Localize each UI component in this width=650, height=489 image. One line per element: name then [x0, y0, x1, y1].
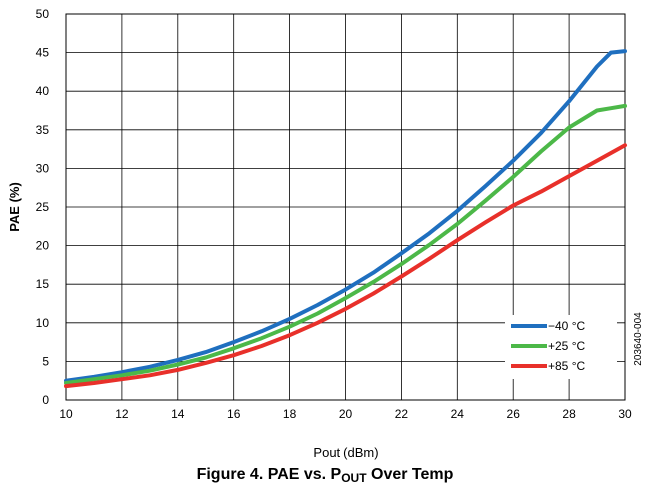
- x-tick-label: 26: [507, 407, 521, 421]
- x-axis-title-main: Pout: [313, 445, 340, 460]
- y-tick-label: 35: [36, 123, 50, 137]
- caption-prefix: Figure 4. PAE vs. P: [196, 466, 342, 483]
- y-axis-title: PAE (%): [7, 182, 22, 232]
- series-line-1: [64, 49, 627, 383]
- y-tick-label: 20: [36, 239, 50, 253]
- legend-label-3: +85 °C: [548, 359, 585, 373]
- pae-chart: 10 12 14 16 18 20 22 24 26 28 30 0 5 10 15 20 25 30 35 40 4…: [7, 7, 644, 460]
- x-tick-label: 20: [339, 407, 353, 421]
- y-tick-label: 40: [36, 84, 50, 98]
- x-axis-ticks: 10 12 14 16 18 20 22 24 26 28 30: [59, 407, 632, 421]
- figure-id-label: 203640-004: [633, 312, 644, 366]
- y-tick-label: 0: [42, 393, 49, 407]
- x-tick-label: 22: [395, 407, 409, 421]
- caption-suffix: Over Temp: [366, 466, 454, 483]
- series-line-3: [64, 143, 627, 389]
- legend-label-2: +25 °C: [548, 339, 585, 353]
- y-tick-label: 45: [36, 46, 50, 60]
- series-line-2: [64, 103, 627, 385]
- y-tick-label: 30: [36, 161, 50, 175]
- legend-label-1: −40 °C: [548, 319, 585, 333]
- x-tick-label: 14: [171, 407, 185, 421]
- caption-subscript: OUT: [341, 471, 367, 485]
- plot-area-frame: [65, 13, 626, 401]
- y-tick-label: 10: [36, 316, 50, 330]
- y-tick-label: 15: [36, 277, 50, 291]
- x-tick-label: 18: [283, 407, 297, 421]
- series-lines: [64, 49, 627, 389]
- x-axis-title: Pout (dBm): [313, 445, 378, 460]
- y-axis-ticks: 0 5 10 15 20 25 30 35 40 45 50: [36, 7, 50, 407]
- y-tick-label: 50: [36, 7, 50, 21]
- x-tick-label: 16: [227, 407, 241, 421]
- x-tick-label: 28: [562, 407, 576, 421]
- x-axis-title-unit: (dBm): [343, 445, 378, 460]
- x-tick-label: 30: [618, 407, 632, 421]
- x-tick-label: 24: [451, 407, 465, 421]
- x-tick-label: 12: [115, 407, 129, 421]
- x-tick-label: 10: [59, 407, 73, 421]
- figure-caption: Figure 4. PAE vs. POUT Over Temp: [0, 466, 650, 485]
- legend: −40 °C +25 °C +85 °C: [505, 315, 617, 379]
- y-tick-label: 25: [36, 200, 50, 214]
- y-tick-label: 5: [42, 354, 49, 368]
